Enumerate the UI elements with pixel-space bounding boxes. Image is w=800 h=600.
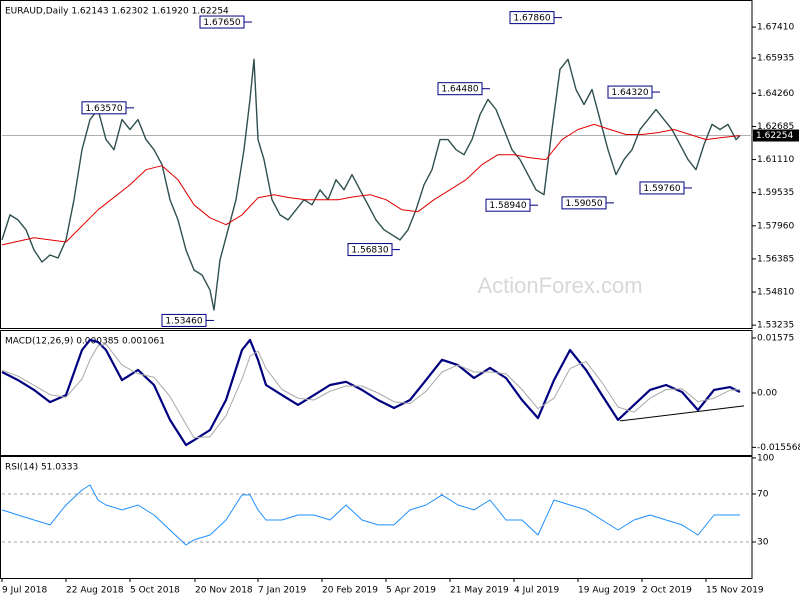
annotation-label: 1.67860: [513, 14, 550, 24]
y-tick-label: 1.56385: [757, 254, 794, 264]
x-tick-label: 5 Oct 2018: [130, 586, 180, 596]
x-tick-label: 15 Nov 2019: [706, 586, 764, 596]
annotation-box: [485, 198, 531, 212]
pane-title: RSI(14) 51.0333: [5, 463, 78, 473]
annotation-label: 1.67650: [203, 18, 240, 28]
annotation-box: [561, 196, 607, 210]
series-line: [619, 405, 745, 422]
x-tick-label: 2 Oct 2019: [642, 586, 692, 596]
annotation-label: 1.59050: [565, 199, 602, 209]
annotation-box: [639, 181, 685, 195]
annotation-label: 1.64480: [441, 85, 478, 95]
y-tick-label: 1.65935: [757, 54, 794, 64]
last-price-box: [753, 129, 799, 142]
y-tick-label: 100: [757, 453, 774, 463]
series-line: [1, 343, 741, 439]
x-tick-label: 22 Aug 2018: [66, 586, 124, 596]
annotation-label: 1.53460: [165, 316, 202, 326]
annotation-box: [199, 15, 245, 29]
pane-title: MACD(12,26,9) 0.000385 0.001061: [5, 337, 165, 347]
series-line: [1, 338, 741, 447]
annotation-label: 1.58940: [489, 201, 526, 211]
y-tick-label: 0.00: [757, 389, 777, 399]
y-tick-label: 1.64260: [757, 89, 794, 99]
pane-frame: [0, 456, 753, 579]
x-tick-label: 5 Apr 2019: [386, 586, 436, 596]
annotation-box: [161, 313, 207, 327]
y-tick-label: -0.015568: [757, 443, 800, 453]
watermark: ActionForex.com: [477, 273, 642, 298]
y-tick-label: 70: [757, 489, 769, 499]
series-line: [1, 484, 740, 546]
annotation-box: [81, 101, 127, 115]
y-tick-label: 1.61110: [757, 155, 794, 165]
x-tick-label: 9 Jul 2018: [2, 586, 47, 596]
annotation-box: [509, 11, 555, 25]
annotation-label: 1.63570: [85, 104, 122, 114]
y-tick-label: 0.01575: [757, 333, 794, 343]
annotation-box: [607, 85, 653, 99]
y-tick-label: 30: [757, 537, 769, 547]
annotation-label: 1.64320: [611, 88, 648, 98]
annotation-box: [437, 82, 483, 96]
series-line: [1, 123, 741, 246]
y-tick-label: 1.54810: [757, 288, 794, 298]
x-tick-label: 20 Feb 2019: [322, 586, 378, 596]
series-line: [1, 58, 741, 311]
y-tick-label: 1.62685: [757, 122, 794, 132]
y-tick-label: 1.53235: [757, 321, 794, 331]
y-tick-label: 1.57960: [757, 221, 794, 231]
pane-frame: [0, 0, 753, 329]
annotation-box: [347, 243, 393, 257]
x-tick-label: 19 Aug 2019: [578, 586, 636, 596]
y-tick-label: 1.59535: [757, 188, 794, 198]
y-tick-label: 1.67410: [757, 23, 794, 33]
x-tick-label: 21 May 2019: [450, 586, 509, 596]
pane-title: EURAUD,Daily 1.62143 1.62302 1.61920 1.6…: [5, 7, 229, 17]
last-price-label: 1.62254: [756, 131, 793, 141]
annotation-label: 1.59760: [643, 184, 680, 194]
x-tick-label: 20 Nov 2018: [195, 586, 253, 596]
x-tick-label: 4 Jul 2019: [514, 586, 559, 596]
annotation-label: 1.56830: [351, 246, 388, 256]
x-tick-label: 7 Jan 2019: [258, 586, 306, 596]
